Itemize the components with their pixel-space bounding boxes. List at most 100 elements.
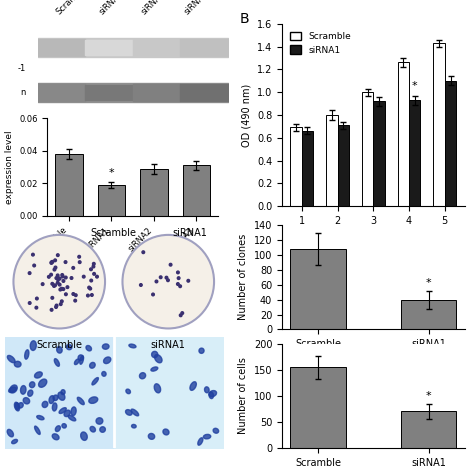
Circle shape <box>33 264 36 267</box>
Circle shape <box>88 286 91 289</box>
Bar <box>98 185 125 216</box>
Ellipse shape <box>154 384 161 393</box>
Circle shape <box>54 284 56 287</box>
Circle shape <box>62 288 64 291</box>
Text: Scramble: Scramble <box>55 0 89 17</box>
Circle shape <box>41 283 44 285</box>
Ellipse shape <box>18 402 23 408</box>
Circle shape <box>57 278 59 281</box>
Ellipse shape <box>132 424 136 428</box>
Ellipse shape <box>81 432 87 440</box>
Text: *: * <box>109 168 114 178</box>
Ellipse shape <box>20 385 26 394</box>
Circle shape <box>96 275 98 278</box>
Ellipse shape <box>102 372 106 376</box>
Circle shape <box>56 282 59 284</box>
Circle shape <box>62 280 65 283</box>
Ellipse shape <box>49 396 54 403</box>
Text: siRNA2: siRNA2 <box>140 0 167 17</box>
Circle shape <box>90 268 92 271</box>
Ellipse shape <box>209 392 213 399</box>
Circle shape <box>51 261 54 263</box>
Circle shape <box>54 266 57 269</box>
Ellipse shape <box>148 433 155 439</box>
Ellipse shape <box>25 350 29 359</box>
Y-axis label: OD (490 nm): OD (490 nm) <box>241 83 251 146</box>
Ellipse shape <box>96 418 103 424</box>
Ellipse shape <box>198 438 203 445</box>
Circle shape <box>78 261 81 264</box>
Circle shape <box>167 279 169 282</box>
Ellipse shape <box>152 351 158 357</box>
Circle shape <box>61 300 63 302</box>
Circle shape <box>47 275 50 278</box>
Circle shape <box>177 277 180 280</box>
Ellipse shape <box>27 390 33 396</box>
Circle shape <box>66 286 69 289</box>
Ellipse shape <box>64 410 70 417</box>
Ellipse shape <box>68 415 76 421</box>
Ellipse shape <box>71 407 76 416</box>
Circle shape <box>87 294 89 297</box>
Ellipse shape <box>80 356 83 364</box>
Ellipse shape <box>102 344 109 349</box>
Ellipse shape <box>131 409 139 416</box>
Ellipse shape <box>213 428 219 433</box>
Ellipse shape <box>126 389 130 394</box>
Circle shape <box>28 301 31 304</box>
Ellipse shape <box>190 382 196 391</box>
Ellipse shape <box>92 378 99 385</box>
Text: *: * <box>426 391 431 401</box>
Circle shape <box>90 279 92 282</box>
Text: B: B <box>239 12 249 26</box>
Ellipse shape <box>15 403 19 410</box>
Ellipse shape <box>126 410 132 415</box>
Text: siRNA1: siRNA1 <box>173 228 208 238</box>
Ellipse shape <box>35 372 42 378</box>
Circle shape <box>181 312 183 314</box>
Ellipse shape <box>38 379 47 387</box>
Circle shape <box>56 254 59 256</box>
Circle shape <box>70 277 73 279</box>
Circle shape <box>59 288 62 291</box>
Circle shape <box>54 259 56 262</box>
Circle shape <box>122 235 214 328</box>
Bar <box>337 125 349 206</box>
Circle shape <box>155 280 158 283</box>
Bar <box>55 154 83 216</box>
Circle shape <box>60 287 63 290</box>
Ellipse shape <box>62 424 66 428</box>
Text: *: * <box>426 278 431 289</box>
Circle shape <box>58 277 61 280</box>
Bar <box>182 165 210 216</box>
Ellipse shape <box>66 345 72 350</box>
Bar <box>290 128 302 206</box>
Circle shape <box>55 306 57 309</box>
Circle shape <box>92 265 95 268</box>
Circle shape <box>36 297 38 300</box>
Circle shape <box>59 303 62 305</box>
Ellipse shape <box>59 408 66 413</box>
Bar <box>373 101 385 206</box>
Ellipse shape <box>90 363 95 368</box>
Circle shape <box>74 299 76 302</box>
Text: siRNA3: siRNA3 <box>182 0 210 17</box>
Ellipse shape <box>12 439 18 444</box>
Text: siRNA1: siRNA1 <box>97 0 125 17</box>
Bar <box>302 131 313 206</box>
Ellipse shape <box>209 391 217 397</box>
Ellipse shape <box>55 426 60 431</box>
Bar <box>362 92 373 206</box>
Circle shape <box>50 309 53 311</box>
Ellipse shape <box>155 355 162 363</box>
Ellipse shape <box>7 429 13 437</box>
Circle shape <box>91 294 93 296</box>
Bar <box>140 169 168 216</box>
Ellipse shape <box>29 382 35 388</box>
Circle shape <box>32 253 34 256</box>
Ellipse shape <box>78 355 83 360</box>
Y-axis label: expression level: expression level <box>5 130 14 204</box>
Circle shape <box>179 314 182 317</box>
Ellipse shape <box>151 367 158 371</box>
Circle shape <box>93 273 95 275</box>
